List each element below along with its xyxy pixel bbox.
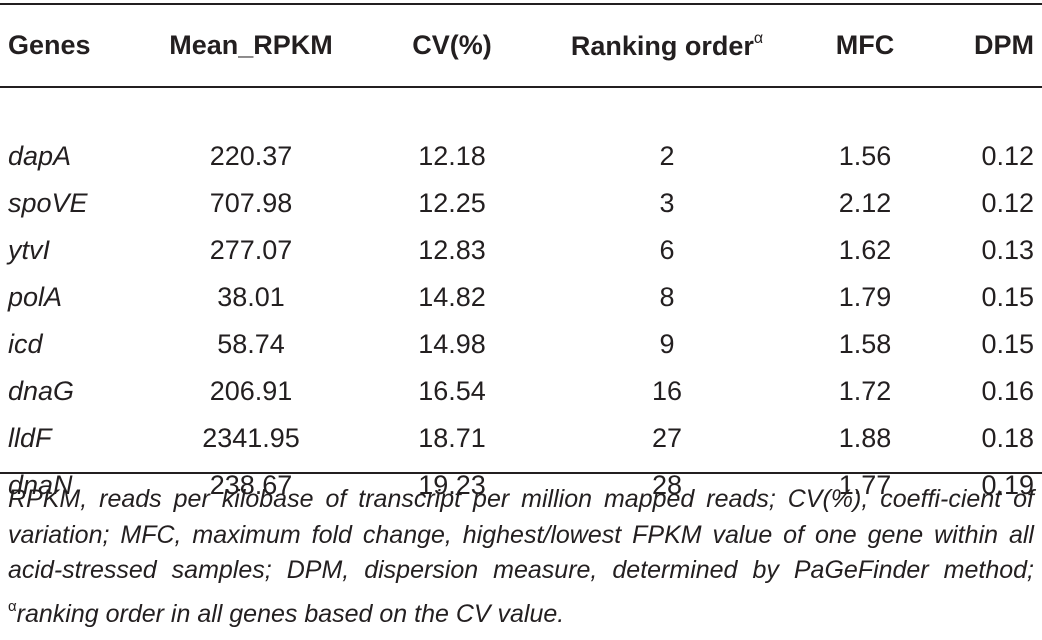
header-rule	[0, 86, 1042, 88]
cell-rank: 6	[659, 235, 675, 265]
cell-mfc: 1.56	[838, 141, 892, 171]
footnote-sup: α	[8, 597, 17, 615]
cell-mfc: 1.88	[838, 423, 892, 453]
header-cv: CV(%)	[412, 30, 492, 60]
header-row: Genes Mean_RPKM CV(%) Ranking orderα MFC…	[0, 5, 1042, 86]
cell-mfc: 2.12	[838, 188, 892, 218]
cell-mean-rpkm: 707.98	[209, 188, 293, 218]
cell-rank: 9	[659, 329, 675, 359]
cell-cv: 12.83	[418, 235, 486, 265]
cell-cv: 16.54	[418, 376, 486, 406]
cell-cv: 12.18	[418, 141, 486, 171]
cell-rank: 2	[659, 141, 675, 171]
header-mfc: MFC	[835, 30, 895, 60]
cell-mean-rpkm: 277.07	[209, 235, 293, 265]
table-row: lldF 2341.95 18.71 27 1.88 0.18	[0, 415, 1042, 462]
header-ranking-sup: α	[753, 29, 764, 47]
cell-cv: 18.71	[418, 423, 486, 453]
footnote-main: RPKM, reads per kilobase of transcript p…	[8, 485, 1034, 584]
cell-mean-rpkm: 58.74	[217, 329, 285, 359]
cell-rank: 16	[651, 376, 683, 406]
cell-rank: 27	[651, 423, 683, 453]
cell-mfc: 1.72	[838, 376, 892, 406]
cell-gene: ytvI	[8, 235, 51, 265]
cell-dpm: 0.12	[981, 141, 1034, 171]
table-row: dnaG 206.91 16.54 16 1.72 0.16	[0, 368, 1042, 415]
table-row: spoVE 707.98 12.25 3 2.12 0.12	[0, 180, 1042, 227]
cell-mfc: 1.79	[838, 282, 892, 312]
header-dpm: DPM	[974, 30, 1034, 60]
cell-cv: 14.98	[418, 329, 486, 359]
table-footnote: RPKM, reads per kilobase of transcript p…	[8, 482, 1034, 632]
cell-dpm: 0.15	[981, 282, 1034, 312]
header-ranking-label: Ranking order	[570, 30, 754, 61]
cell-gene: polA	[8, 282, 63, 312]
table-row: dapA 220.37 12.18 2 1.56 0.12	[0, 133, 1042, 180]
cell-rank: 28	[651, 470, 683, 500]
cell-rank: 3	[659, 188, 675, 218]
cell-mean-rpkm: 220.37	[209, 141, 293, 171]
cell-dpm: 0.13	[981, 235, 1034, 265]
cell-dpm: 0.16	[981, 376, 1034, 406]
cell-mean-rpkm: 238.67	[209, 470, 293, 500]
cell-gene: dapA	[8, 141, 72, 171]
cell-mfc: 1.77	[838, 470, 892, 500]
cell-dpm: 0.18	[981, 423, 1034, 453]
cell-mean-rpkm: 38.01	[217, 282, 285, 312]
table-row: ytvI 277.07 12.83 6 1.62 0.13	[0, 227, 1042, 274]
cell-gene: dnaN	[8, 470, 73, 500]
footnote-end: ranking order in all genes based on the …	[16, 599, 565, 628]
cell-gene: dnaG	[8, 376, 75, 406]
cell-gene: spoVE	[8, 188, 88, 218]
table-row: polA 38.01 14.82 8 1.79 0.15	[0, 274, 1042, 321]
spacer-row	[0, 86, 1042, 133]
bottom-rule	[0, 472, 1042, 474]
cell-cv: 19.23	[418, 470, 486, 500]
table-row: dnaN 238.67 19.23 28 1.77 0.19	[0, 462, 1042, 509]
cell-dpm: 0.15	[981, 329, 1034, 359]
gene-table: Genes Mean_RPKM CV(%) Ranking orderα MFC…	[0, 5, 1042, 509]
cell-mfc: 1.58	[838, 329, 892, 359]
header-mean-rpkm: Mean_RPKM	[169, 30, 333, 60]
cell-gene: lldF	[8, 423, 52, 453]
table-row: icd 58.74 14.98 9 1.58 0.15	[0, 321, 1042, 368]
cell-cv: 14.82	[418, 282, 486, 312]
cell-dpm: 0.12	[981, 188, 1034, 218]
header-genes: Genes	[8, 30, 91, 60]
cell-mean-rpkm: 206.91	[209, 376, 293, 406]
cell-cv: 12.25	[418, 188, 486, 218]
header-ranking: Ranking orderα	[542, 5, 792, 86]
top-rule	[0, 3, 1042, 5]
cell-rank: 8	[659, 282, 675, 312]
cell-mean-rpkm: 2341.95	[202, 423, 300, 453]
cell-gene: icd	[8, 329, 43, 359]
cell-mfc: 1.62	[838, 235, 892, 265]
cell-dpm: 0.19	[981, 470, 1034, 500]
